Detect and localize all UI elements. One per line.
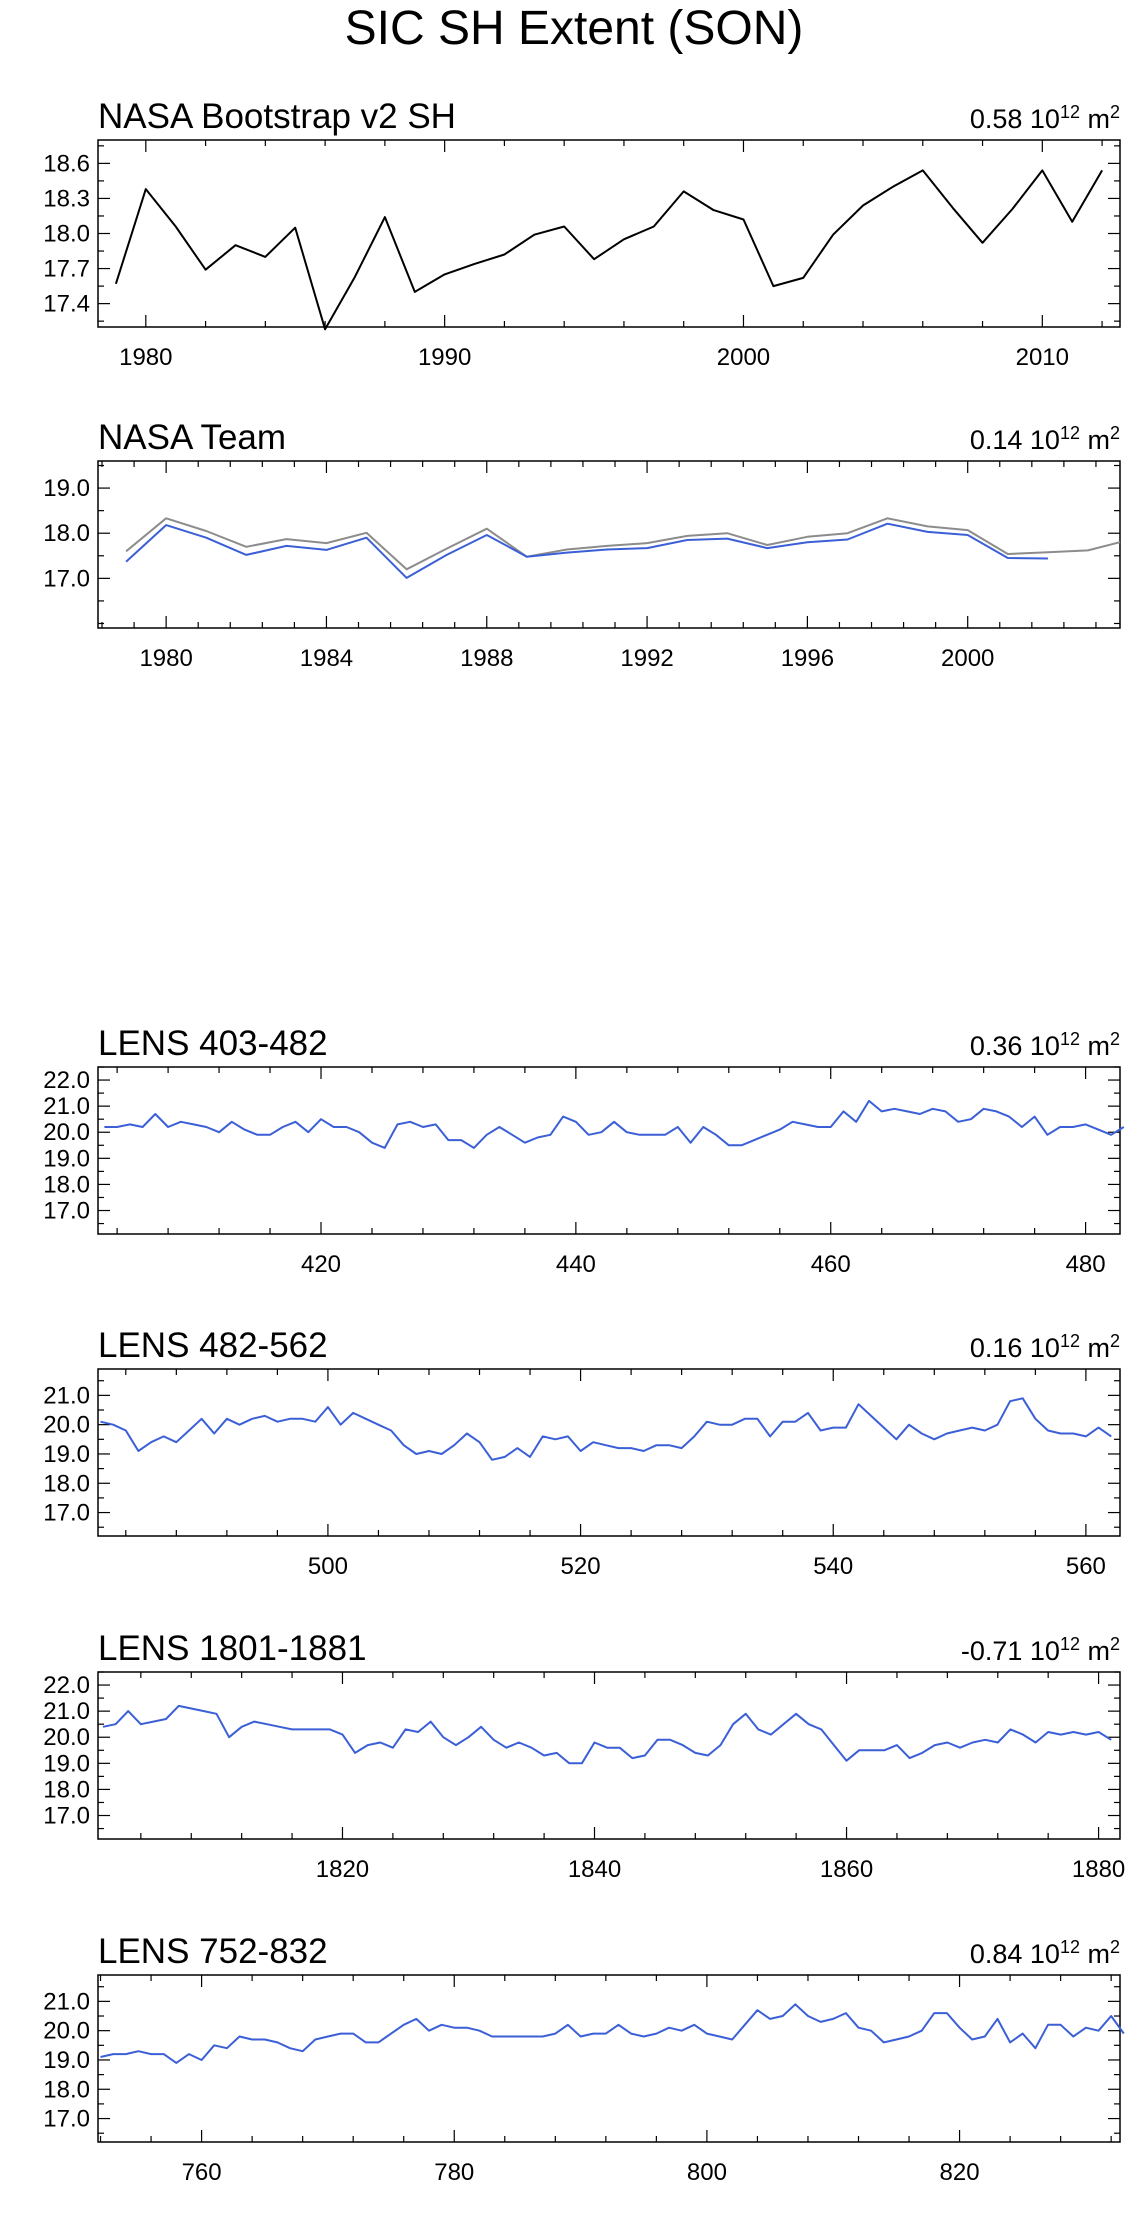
panel-stat: 0.36 1012 m2 xyxy=(970,1029,1120,1061)
y-tick-label: 18.0 xyxy=(43,1470,90,1497)
x-tick-label: 1990 xyxy=(418,344,471,371)
panel-stat: 0.84 1012 m2 xyxy=(970,1937,1120,1969)
panel-1: NASA Bootstrap v2 SH 0.58 1012 m2 1980 1990… xyxy=(43,97,1121,371)
y-tick-label: 18.0 xyxy=(43,1171,90,1198)
y-tick-label: 20.0 xyxy=(43,1119,90,1146)
panel-3: LENS 403-482 0.36 1012 m2 420 440 460 480 17.0… xyxy=(43,1024,1125,1278)
panel-5: LENS 1801-1881 -0.71 1012 m2 1820 1840 1860 1… xyxy=(43,1629,1125,1883)
y-tick-label: 19.0 xyxy=(43,2047,90,2074)
series-line-1 xyxy=(100,2003,1125,2064)
x-tick-label: 1992 xyxy=(620,645,673,672)
y-tick-label: 19.0 xyxy=(43,1750,90,1777)
panel-stat: -0.71 1012 m2 xyxy=(961,1634,1120,1666)
y-tick-label: 20.0 xyxy=(43,2018,90,2045)
y-tick-label: 17.0 xyxy=(43,1500,90,1527)
x-tick-label: 1996 xyxy=(781,645,834,672)
x-tick-label: 2000 xyxy=(717,344,770,371)
page-title: SIC SH Extent (SON) xyxy=(344,2,804,55)
y-tick-label: 19.0 xyxy=(43,1441,90,1468)
series-line-1 xyxy=(104,1099,1125,1149)
y-tick-label: 19.0 xyxy=(43,1145,90,1172)
panel-title: LENS 1801-1881 xyxy=(98,1629,367,1668)
x-tick-label: 1980 xyxy=(119,344,172,371)
y-tick-label: 20.0 xyxy=(43,1724,90,1751)
panel-6: LENS 752-832 0.84 1012 m2 760 780 800 820 17.0… xyxy=(43,1932,1125,2186)
series-line-2 xyxy=(125,522,1048,579)
x-tick-label: 500 xyxy=(308,1553,348,1580)
x-tick-label: 1980 xyxy=(139,645,192,672)
y-tick-label: 21.0 xyxy=(43,1382,90,1409)
x-tick-label: 2000 xyxy=(941,645,994,672)
y-tick-label: 18.0 xyxy=(43,2076,90,2103)
series-line-1 xyxy=(114,169,1103,331)
panel-4: LENS 482-562 0.16 1012 m2 500 520 540 560 17.0… xyxy=(43,1326,1121,1580)
y-tick-label: 17.4 xyxy=(43,291,90,318)
y-tick-label: 18.0 xyxy=(43,221,90,248)
y-tick-label: 18.6 xyxy=(43,150,90,177)
y-tick-label: 21.0 xyxy=(43,1698,90,1725)
x-tick-label: 460 xyxy=(811,1251,851,1278)
x-tick-label: 440 xyxy=(556,1251,596,1278)
plot-frame xyxy=(97,1066,1121,1235)
y-tick-label: 17.0 xyxy=(43,2106,90,2133)
x-tick-label: 1820 xyxy=(316,1856,369,1883)
series-line-1 xyxy=(125,517,1121,571)
y-tick-label: 18.0 xyxy=(43,520,90,547)
panel-2: NASA Team 0.14 1012 m2 1980 1984 1988 1992 199… xyxy=(43,418,1121,672)
series-line-1 xyxy=(100,1397,1112,1461)
x-tick-label: 1984 xyxy=(300,645,353,672)
y-tick-label: 17.0 xyxy=(43,1803,90,1830)
y-tick-label: 17.0 xyxy=(43,1198,90,1225)
y-tick-label: 18.0 xyxy=(43,1776,90,1803)
plot-frame xyxy=(97,1671,1121,1840)
y-tick-label: 21.0 xyxy=(43,1988,90,2015)
y-tick-label: 21.0 xyxy=(43,1093,90,1120)
panel-title: LENS 482-562 xyxy=(98,1326,328,1365)
panel-stat: 0.14 1012 m2 xyxy=(970,423,1120,455)
y-tick-label: 18.3 xyxy=(43,185,90,212)
x-tick-label: 1840 xyxy=(568,1856,621,1883)
x-tick-label: 1860 xyxy=(820,1856,873,1883)
plot-frame xyxy=(97,139,1121,328)
y-tick-label: 20.0 xyxy=(43,1412,90,1439)
x-tick-label: 1880 xyxy=(1072,1856,1125,1883)
y-tick-label: 17.7 xyxy=(43,256,90,283)
x-tick-label: 820 xyxy=(940,2159,980,2186)
panel-title: LENS 403-482 xyxy=(98,1024,328,1063)
y-tick-label: 22.0 xyxy=(43,1067,90,1094)
x-tick-label: 560 xyxy=(1066,1553,1106,1580)
x-tick-label: 2010 xyxy=(1016,344,1069,371)
panel-title: NASA Team xyxy=(98,418,286,457)
panel-stat: 0.16 1012 m2 xyxy=(970,1331,1120,1363)
panel-stat: 0.58 1012 m2 xyxy=(970,102,1120,134)
plot-frame xyxy=(97,1974,1121,2143)
x-tick-label: 520 xyxy=(561,1553,601,1580)
y-tick-label: 17.0 xyxy=(43,565,90,592)
panel-title: LENS 752-832 xyxy=(98,1932,328,1971)
x-tick-label: 540 xyxy=(813,1553,853,1580)
y-tick-label: 22.0 xyxy=(43,1672,90,1699)
x-tick-label: 420 xyxy=(301,1251,341,1278)
x-tick-label: 780 xyxy=(434,2159,474,2186)
plot-frame xyxy=(97,1368,1121,1537)
x-tick-label: 760 xyxy=(182,2159,222,2186)
x-tick-label: 1988 xyxy=(460,645,513,672)
x-tick-label: 800 xyxy=(687,2159,727,2186)
y-tick-label: 19.0 xyxy=(43,475,90,502)
series-line-1 xyxy=(102,1704,1112,1765)
x-tick-label: 480 xyxy=(1066,1251,1106,1278)
plot-frame xyxy=(97,460,1121,629)
panel-title: NASA Bootstrap v2 SH xyxy=(98,97,456,136)
